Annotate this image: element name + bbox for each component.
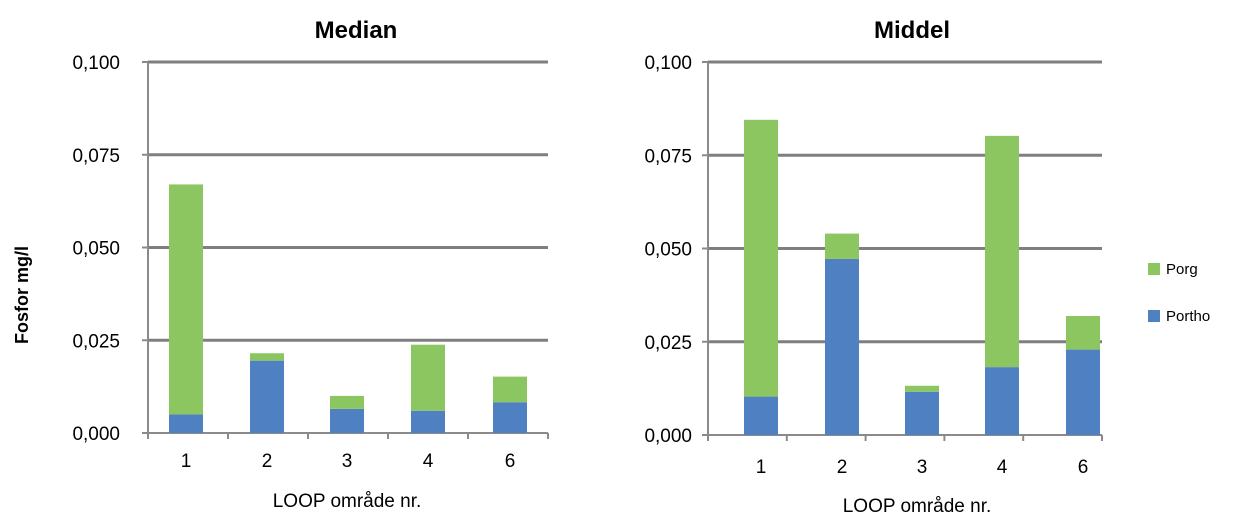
x-tick-label: 6 [505,451,516,472]
median-x-axis-label: LOOP område nr. [273,491,422,512]
bar-porg-3 [905,385,939,392]
y-tick-label: 0,000 [644,426,692,447]
bar-portho-6 [1066,349,1100,435]
bar-porg-1 [169,184,203,415]
x-tick-label: 2 [837,457,848,478]
y-tick-label: 0,025 [644,333,692,354]
bar-porg-2 [250,353,284,361]
bar-porg-6 [1066,316,1100,350]
x-tick-label: 4 [997,457,1008,478]
legend-swatch-portho [1148,310,1160,322]
bar-portho-2 [250,360,284,433]
x-tick-label: 4 [423,451,434,472]
x-tick-label: 3 [342,451,353,472]
middel-panel: Middel LOOP område nr. 0,000 0,025 0,050 0,… [644,17,1103,517]
y-tick-label: 0,075 [72,146,120,167]
y-tick-label: 0,000 [72,424,120,445]
bar-portho-2 [825,258,859,435]
bar-porg-4 [985,135,1019,368]
y-tick-label: 0,100 [644,53,692,74]
chart-legend: Porg Portho [1148,261,1210,325]
x-tick-label: 1 [756,457,767,478]
y-tick-label: 0,050 [644,240,692,261]
bar-porg-1 [744,119,778,397]
bar-portho-1 [169,414,203,433]
legend-label-portho: Portho [1166,308,1210,325]
y-tick-label: 0,075 [644,146,692,167]
middel-chart-title: Middel [874,17,950,44]
middel-x-axis-label: LOOP område nr. [843,496,992,517]
bar-porg-3 [330,395,364,409]
x-tick-label: 3 [917,457,928,478]
bar-portho-4 [411,410,445,433]
y-axis-label: Fosfor mg/l [12,246,32,344]
x-tick-label: 6 [1078,457,1089,478]
bar-porg-4 [411,344,445,411]
median-panel: Median Fosfor mg/l LOOP område nr. 0,000… [12,17,549,512]
bar-porg-2 [825,233,859,259]
x-tick-label: 1 [181,451,192,472]
bar-portho-6 [493,402,527,433]
legend-label-porg: Porg [1166,261,1198,278]
bar-portho-1 [744,396,778,435]
x-tick-label: 2 [262,451,273,472]
bar-portho-3 [330,408,364,433]
bar-portho-3 [905,391,939,435]
bar-porg-6 [493,376,527,403]
bar-portho-4 [985,367,1019,435]
y-tick-label: 0,025 [72,331,120,352]
legend-swatch-porg [1148,263,1160,275]
y-tick-label: 0,100 [72,53,120,74]
median-chart-title: Median [315,17,398,44]
y-tick-label: 0,050 [72,239,120,260]
